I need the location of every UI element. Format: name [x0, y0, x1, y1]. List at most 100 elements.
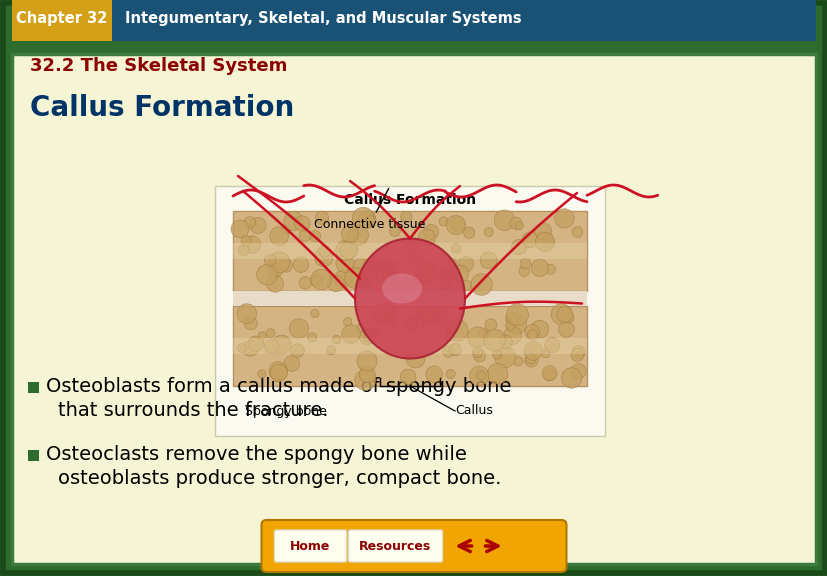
Circle shape [420, 306, 437, 324]
Bar [232, 243, 586, 259]
Circle shape [524, 354, 538, 367]
Text: Osteoblasts form a callus made of spongy bone: Osteoblasts form a callus made of spongy… [46, 377, 511, 396]
FancyBboxPatch shape [348, 530, 442, 562]
Circle shape [445, 332, 454, 341]
Circle shape [264, 339, 279, 354]
Circle shape [542, 350, 549, 358]
Circle shape [503, 327, 521, 344]
Circle shape [400, 211, 412, 223]
Circle shape [519, 266, 529, 276]
Circle shape [248, 336, 263, 351]
Circle shape [269, 263, 283, 277]
Circle shape [545, 264, 555, 274]
Circle shape [498, 335, 512, 349]
Circle shape [485, 319, 496, 331]
Circle shape [418, 308, 432, 322]
Bar [215, 186, 605, 436]
Circle shape [471, 347, 482, 358]
Circle shape [431, 307, 447, 323]
Circle shape [534, 223, 551, 240]
Circle shape [378, 257, 394, 274]
Circle shape [361, 257, 381, 277]
Circle shape [506, 304, 528, 325]
Circle shape [243, 236, 261, 253]
Circle shape [258, 332, 266, 340]
Circle shape [447, 259, 457, 267]
Circle shape [237, 344, 246, 353]
Bar [232, 306, 586, 386]
Circle shape [244, 317, 257, 330]
Circle shape [257, 370, 265, 378]
Circle shape [492, 350, 501, 359]
Circle shape [250, 217, 265, 234]
Circle shape [290, 344, 304, 358]
Circle shape [383, 312, 396, 325]
Circle shape [442, 281, 451, 290]
Bar [12, 0, 815, 41]
Text: that surrounds the fracture.: that surrounds the fracture. [58, 400, 328, 419]
Circle shape [242, 340, 258, 356]
Circle shape [438, 217, 447, 226]
Circle shape [326, 346, 335, 355]
Circle shape [494, 210, 514, 230]
Text: Chapter 32: Chapter 32 [17, 10, 108, 25]
Circle shape [483, 329, 504, 351]
Circle shape [446, 369, 455, 378]
Circle shape [558, 321, 574, 337]
Circle shape [399, 369, 415, 385]
Circle shape [405, 349, 424, 368]
Circle shape [310, 275, 323, 287]
Circle shape [457, 256, 473, 272]
Circle shape [359, 329, 374, 344]
Circle shape [405, 317, 418, 329]
Circle shape [256, 264, 277, 285]
Circle shape [571, 346, 585, 359]
Circle shape [237, 304, 256, 324]
Circle shape [544, 338, 559, 353]
Text: Spongy bone: Spongy bone [245, 404, 327, 418]
Circle shape [476, 371, 485, 380]
Circle shape [241, 236, 251, 246]
Circle shape [341, 225, 358, 242]
Circle shape [366, 215, 375, 225]
Circle shape [418, 229, 435, 246]
Circle shape [523, 342, 542, 360]
Text: osteoblasts produce stronger, compact bone.: osteoblasts produce stronger, compact bo… [58, 468, 501, 487]
Circle shape [272, 335, 291, 354]
Bar [232, 338, 586, 354]
Text: Callus Formation: Callus Formation [343, 193, 476, 207]
Circle shape [542, 366, 557, 381]
Circle shape [318, 245, 330, 257]
Circle shape [355, 369, 375, 391]
Circle shape [231, 220, 249, 238]
Circle shape [340, 241, 357, 259]
Circle shape [570, 348, 583, 361]
Circle shape [309, 230, 320, 242]
Circle shape [310, 309, 318, 317]
Circle shape [270, 364, 287, 381]
Circle shape [343, 318, 351, 326]
Circle shape [315, 211, 328, 225]
Circle shape [389, 226, 399, 236]
Circle shape [244, 217, 256, 228]
Circle shape [504, 312, 518, 325]
Circle shape [467, 327, 487, 347]
Bar [28, 450, 39, 461]
Circle shape [554, 209, 573, 228]
Circle shape [543, 369, 555, 381]
Circle shape [449, 217, 464, 231]
Circle shape [473, 350, 485, 362]
Circle shape [289, 319, 308, 338]
Circle shape [265, 329, 275, 338]
Circle shape [266, 275, 283, 292]
Circle shape [446, 319, 467, 341]
Circle shape [342, 325, 360, 343]
Circle shape [514, 222, 523, 230]
Circle shape [293, 257, 308, 272]
Text: Callus: Callus [455, 404, 492, 418]
Circle shape [279, 259, 292, 272]
Circle shape [449, 343, 461, 355]
Circle shape [530, 320, 548, 338]
Circle shape [336, 240, 356, 261]
Circle shape [381, 270, 396, 285]
